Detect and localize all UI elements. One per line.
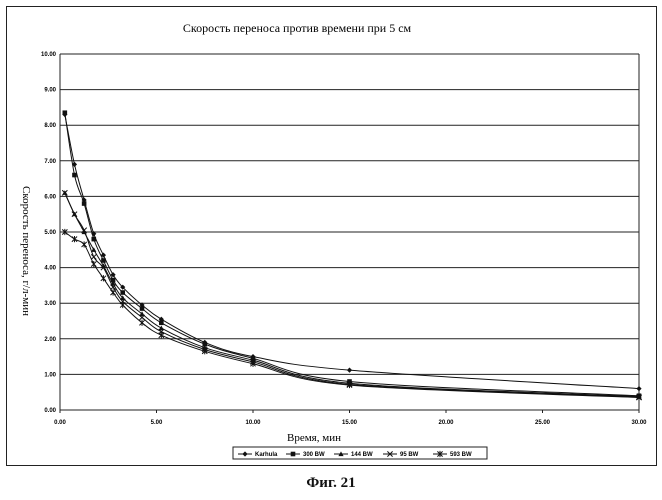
data-point (636, 386, 641, 391)
series-line (65, 232, 639, 398)
series-line (65, 193, 639, 397)
y-tick-label: 6.00 (44, 194, 56, 200)
series-144-bw (62, 190, 641, 398)
data-point (82, 241, 87, 247)
legend-label: 300 BW (303, 452, 325, 458)
data-point (139, 320, 144, 326)
y-tick-label: 1.00 (44, 372, 56, 378)
legend-marker (291, 452, 296, 457)
series-300-bw (63, 110, 642, 398)
legend: Karhula 300 BW 144 BW 95 BW 593 BW (233, 447, 487, 459)
x-tick-label: 20.00 (438, 420, 454, 426)
figure-caption: Фиг. 21 (0, 475, 662, 492)
data-point (91, 261, 96, 267)
x-tick-label: 15.00 (342, 420, 358, 426)
series-line (65, 113, 639, 396)
series-group (62, 110, 641, 400)
series-line (65, 193, 639, 397)
chart-title: Скорость переноса против времени при 5 с… (183, 21, 412, 35)
x-tick-label: 30.00 (631, 420, 647, 426)
data-point (159, 320, 164, 325)
data-point (120, 290, 125, 295)
y-tick-label: 9.00 (44, 88, 56, 94)
x-axis-label: Время, мин (287, 432, 341, 444)
series-95-bw (62, 190, 641, 400)
data-point (91, 254, 96, 259)
y-tick-label: 7.00 (44, 159, 56, 165)
data-point (91, 237, 96, 242)
legend-label: 593 BW (450, 452, 472, 458)
y-tick-label: 2.00 (44, 337, 56, 343)
data-point (72, 236, 77, 242)
y-tick-label: 5.00 (44, 230, 56, 236)
y-tick-label: 0.00 (44, 408, 56, 414)
y-tick-label: 4.00 (44, 266, 56, 272)
data-point (159, 332, 164, 338)
chart-frame: 0.00 1.00 2.00 3.00 4.00 5.00 6.00 7.00 8.00 9.00… (6, 6, 657, 466)
data-point (110, 289, 115, 295)
data-point (63, 110, 68, 115)
data-point (101, 275, 106, 281)
legend-label: 95 BW (400, 452, 419, 458)
data-point (120, 302, 125, 308)
line-chart: 0.00 1.00 2.00 3.00 4.00 5.00 6.00 7.00 8.00 9.00… (7, 7, 658, 467)
x-tick-label: 5.00 (151, 420, 163, 426)
y-tick-label: 10.00 (41, 52, 57, 58)
y-tick-label: 3.00 (44, 301, 56, 307)
legend-label: 144 BW (351, 452, 373, 458)
y-tick-label: 8.00 (44, 123, 56, 129)
series-karhula (62, 112, 641, 391)
series-line (65, 115, 639, 389)
data-point (72, 173, 77, 178)
data-point (347, 368, 352, 373)
x-tick-label: 10.00 (245, 420, 261, 426)
legend-label: Karhula (255, 452, 278, 458)
x-tick-label: 25.00 (535, 420, 551, 426)
y-axis-label: Скорость переноса, г/л-мин (20, 186, 32, 316)
data-point (101, 258, 106, 263)
axes (60, 54, 639, 413)
data-point (140, 306, 145, 311)
data-point (82, 201, 87, 206)
x-tick-label: 0.00 (54, 420, 66, 426)
